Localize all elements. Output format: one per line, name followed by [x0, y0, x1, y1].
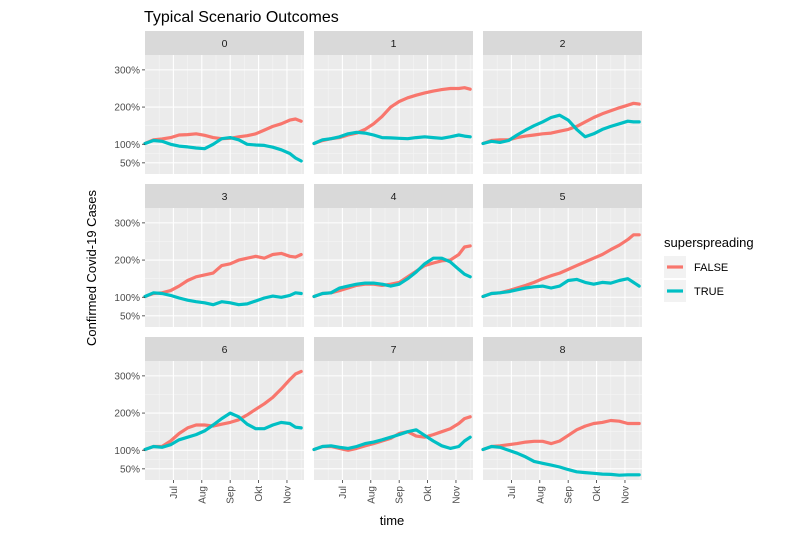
- plot-background: [483, 55, 642, 174]
- grid-lines: [483, 55, 642, 174]
- x-tick-label: Jul: [507, 486, 518, 499]
- legend-label: FALSE: [694, 262, 728, 274]
- facet-strip: [483, 337, 642, 361]
- x-tick-label: Okt: [254, 486, 265, 502]
- series-line-true: [143, 136, 303, 163]
- y-tick-label: 100%: [114, 446, 140, 457]
- chart-title: Typical Scenario Outcomes: [144, 9, 339, 26]
- series-line-false: [143, 369, 303, 452]
- facet-strip-label: 4: [391, 191, 397, 203]
- x-tick-label: Sep: [564, 486, 575, 504]
- facet-panel-6: 6 50% 100% 200% 300% Jul Aug Sep Okt Nov: [114, 337, 304, 504]
- facet-panel-8: 8 Jul Aug Sep Okt Nov: [481, 337, 642, 504]
- x-tick-label: Aug: [197, 486, 208, 504]
- facet-strip-label: 6: [222, 344, 228, 356]
- y-tick-label: 100%: [114, 293, 140, 304]
- facet-strip-label: 3: [222, 191, 228, 203]
- facet-panels: 0 50% 100% 200% 300% 1 2 3 50% 100% 200% 300% 4 5 6 50%…: [114, 31, 642, 504]
- facet-strip: [483, 31, 642, 55]
- plot-background: [314, 55, 473, 174]
- legend-label: TRUE: [694, 286, 724, 298]
- y-tick-label: 300%: [114, 371, 140, 382]
- y-tick-label: 300%: [114, 65, 140, 76]
- legend-title: superspreading: [664, 235, 754, 250]
- facet-strip-label: 7: [391, 344, 397, 356]
- series-line-true: [312, 428, 472, 452]
- y-tick-label: 50%: [120, 464, 140, 475]
- facet-panel-0: 0 50% 100% 200% 300%: [114, 31, 304, 174]
- series-line-true: [481, 113, 641, 146]
- facet-strip: [145, 31, 304, 55]
- facet-strip: [314, 184, 473, 208]
- series-line-true: [143, 291, 303, 307]
- grid-lines: [314, 361, 473, 480]
- facet-panel-7: 7 Jul Aug Sep Okt Nov: [312, 337, 473, 504]
- series-line-true: [481, 444, 641, 477]
- x-tick-label: Jul: [169, 486, 180, 499]
- y-tick-label: 200%: [114, 103, 140, 114]
- x-tick-label: Nov: [451, 486, 462, 504]
- y-tick-label: 50%: [120, 311, 140, 322]
- legend: superspreading FALSE TRUE: [664, 235, 754, 302]
- facet-strip-label: 2: [560, 38, 566, 50]
- plot-background: [483, 208, 642, 327]
- plot-background: [145, 55, 304, 174]
- x-tick-label: Sep: [226, 486, 237, 504]
- plot-background: [145, 208, 304, 327]
- facet-panel-5: 5: [481, 184, 642, 327]
- facet-strip: [145, 337, 304, 361]
- facet-strip: [314, 31, 473, 55]
- plot-background: [314, 361, 473, 480]
- plot-background: [314, 208, 473, 327]
- y-axis-title: Confirmed Covid-19 Cases: [84, 189, 99, 346]
- x-tick-label: Aug: [535, 486, 546, 504]
- grid-lines: [314, 208, 473, 327]
- y-tick-label: 200%: [114, 409, 140, 420]
- series-line-false: [481, 418, 641, 452]
- y-tick-label: 300%: [114, 218, 140, 229]
- y-tick-label: 50%: [120, 158, 140, 169]
- x-axis-title: time: [380, 513, 405, 528]
- facet-panel-2: 2: [481, 31, 642, 174]
- series-line-true: [312, 256, 472, 299]
- grid-lines: [145, 55, 304, 174]
- series-line-true: [481, 277, 641, 299]
- legend-entry-true: TRUE: [664, 280, 724, 302]
- facet-strip-label: 8: [560, 344, 566, 356]
- facet-strip-label: 0: [222, 38, 228, 50]
- y-tick-label: 200%: [114, 256, 140, 267]
- facet-strip: [314, 337, 473, 361]
- x-tick-label: Aug: [366, 486, 377, 504]
- x-tick-label: Sep: [395, 486, 406, 504]
- facet-panel-1: 1: [312, 31, 473, 174]
- facet-strip-label: 1: [391, 38, 397, 50]
- facet-panel-4: 4: [312, 184, 473, 327]
- grid-lines: [483, 208, 642, 327]
- series-line-true: [312, 130, 472, 146]
- facet-strip: [483, 184, 642, 208]
- x-tick-label: Nov: [620, 486, 631, 504]
- facet-strip: [145, 184, 304, 208]
- x-tick-label: Jul: [338, 486, 349, 499]
- plot-background: [145, 361, 304, 480]
- facet-strip-label: 5: [560, 191, 566, 203]
- series-line-false: [143, 251, 303, 299]
- series-line-true: [143, 411, 303, 452]
- legend-entry-false: FALSE: [664, 256, 728, 278]
- x-tick-label: Nov: [282, 486, 293, 504]
- facet-panel-3: 3 50% 100% 200% 300%: [114, 184, 304, 327]
- x-tick-label: Okt: [592, 486, 603, 502]
- x-tick-label: Okt: [423, 486, 434, 502]
- y-tick-label: 100%: [114, 140, 140, 151]
